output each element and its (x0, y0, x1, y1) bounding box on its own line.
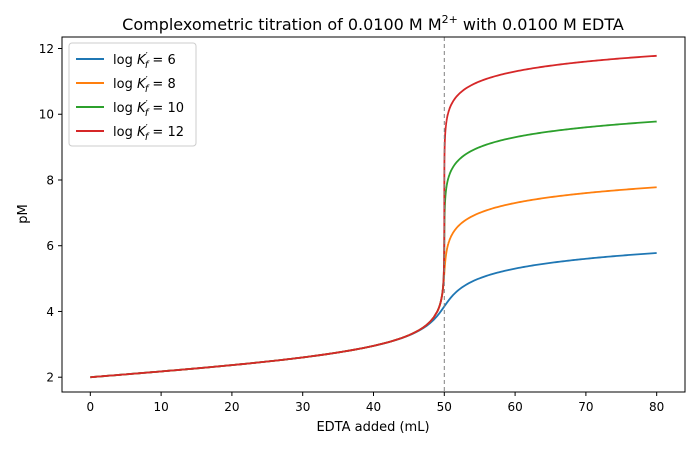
x-tick-label: 30 (295, 400, 310, 414)
x-axis-label: EDTA added (mL) (316, 420, 429, 435)
y-tick-label: 10 (39, 108, 54, 122)
x-tick-label: 10 (153, 400, 168, 414)
x-tick-label: 0 (86, 400, 94, 414)
legend-label: log K′ f = 8 (113, 75, 176, 95)
y-axis-ticks: 2 4 6 8 10 12 (39, 42, 62, 385)
x-tick-label: 50 (437, 400, 452, 414)
legend-label: log K′ f = 6 (113, 51, 176, 71)
y-tick-label: 12 (39, 42, 54, 56)
y-axis-label: pM (16, 204, 31, 223)
x-tick-label: 70 (578, 400, 593, 414)
y-tick-label: 2 (46, 371, 54, 385)
y-tick-label: 6 (46, 239, 54, 253)
legend-label: log K′ f = 10 (113, 99, 184, 119)
chart-title: Complexometric titration of 0.0100 M M2+… (122, 13, 624, 34)
x-tick-label: 60 (507, 400, 522, 414)
x-tick-label: 40 (366, 400, 381, 414)
y-tick-label: 4 (46, 305, 54, 319)
series-line-logkf-12 (90, 54, 657, 379)
legend: log K′ f = 6 log K′ f = 8 log K′ f = 10 log K′… (68, 42, 197, 147)
legend-frame (68, 42, 197, 147)
y-tick-label: 8 (46, 173, 54, 187)
legend-label: log K′ f = 12 (113, 123, 184, 143)
x-axis-ticks: 0 10 20 30 40 50 60 70 80 (86, 392, 664, 414)
x-tick-label: 20 (224, 400, 239, 414)
x-tick-label: 80 (649, 400, 664, 414)
